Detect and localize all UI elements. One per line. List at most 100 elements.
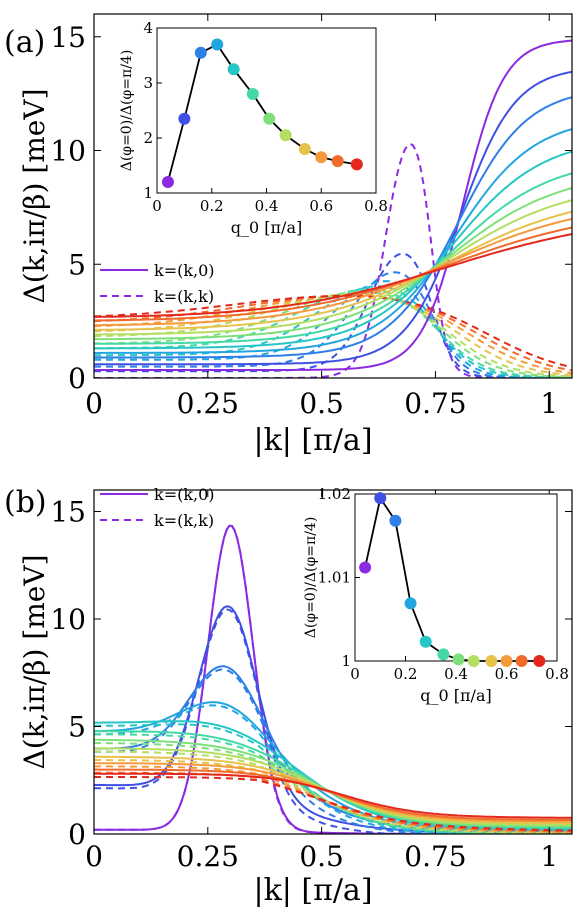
dashed-series-line: [94, 280, 572, 378]
solid-series-line: [94, 720, 572, 831]
inset-point: [331, 155, 344, 168]
solid-series-line: [94, 96, 572, 359]
inset-point: [178, 112, 191, 125]
legend-label: k=(k,k): [154, 511, 214, 530]
solid-series-line: [94, 226, 572, 322]
inset-plot: 0 0.2 0.4 0.6 0.8 1 1.01 1.02 q_0 [π/a] Δ(φ=0)/Δ(…: [303, 485, 569, 705]
solid-series-line: [94, 39, 572, 371]
inset-point: [374, 492, 387, 505]
panel-label: (a): [4, 25, 45, 60]
solid-series-line: [94, 70, 572, 366]
inset-point: [419, 635, 432, 648]
legend-label: k=(k,k): [154, 287, 214, 306]
inset-point: [485, 655, 498, 667]
y-tick-label: 15: [50, 21, 86, 54]
panel-label: (b): [4, 485, 47, 520]
inset-y-tick-label: 3: [143, 74, 153, 92]
inset-x-tick-label: 0.4: [255, 197, 279, 215]
inset-y-axis-label: Δ(φ=0)/Δ(φ=π/4): [119, 50, 135, 172]
inset-y-tick-label: 4: [143, 19, 153, 37]
solid-series-line: [94, 755, 572, 825]
inset-frame: [354, 493, 558, 662]
x-tick-label: 0.25: [177, 387, 239, 420]
x-tick-label: 1: [540, 840, 558, 873]
dashed-series-line: [94, 285, 572, 378]
inset-x-tick-label: 0: [350, 665, 360, 683]
inset-point: [500, 655, 513, 667]
inset-point: [161, 176, 174, 188]
inset-x-tick-label: 0.6: [495, 665, 519, 683]
dashed-series-line: [94, 294, 572, 372]
inset-point: [404, 597, 417, 610]
plot-area: [94, 524, 572, 834]
inset-x-tick-label: 0.8: [364, 197, 388, 215]
inset-y-axis-label: Δ(φ=0)/Δ(φ=π/4): [303, 517, 319, 639]
x-tick-label: 0: [85, 840, 103, 873]
inset-x-tick-label: 0.6: [309, 197, 333, 215]
inset-point: [359, 561, 372, 574]
inset-y-tick-label: 1.02: [318, 485, 351, 503]
inset-point: [452, 653, 465, 666]
inset-x-axis-label: q_0 [π/a]: [420, 686, 491, 705]
solid-series-line: [94, 217, 572, 327]
solid-series-line: [94, 738, 572, 828]
y-tick-label: 5: [68, 711, 86, 744]
inset-y-tick-label: 1: [143, 184, 153, 202]
inset-y-tick-label: 1: [341, 652, 351, 670]
x-tick-label: 0.75: [404, 840, 466, 873]
inset-point: [211, 38, 224, 51]
inset-point: [298, 143, 311, 155]
solid-series-line: [94, 199, 572, 336]
inset-point: [515, 655, 528, 667]
solid-series-line: [94, 187, 572, 341]
y-axis-label: Δ(k,iπ/β) [meV]: [18, 88, 51, 303]
x-tick-label: 0: [85, 387, 103, 420]
x-tick-label: 0.75: [404, 387, 466, 420]
solid-series-line: [94, 701, 572, 832]
y-tick-label: 5: [68, 248, 86, 281]
inset-x-tick-label: 0.8: [545, 665, 569, 683]
x-tick-label: 0.25: [177, 840, 239, 873]
dashed-series-line: [94, 288, 572, 378]
inset-x-tick-label: 0.2: [200, 197, 224, 215]
y-tick-label: 10: [50, 135, 86, 168]
inset-point: [389, 514, 402, 527]
solid-series-line: [94, 233, 572, 318]
solid-series-line: [94, 210, 572, 331]
x-tick-label: 1: [540, 387, 558, 420]
inset-point: [533, 655, 546, 667]
dashed-series-line: [94, 776, 572, 832]
inset-x-tick-label: 0.4: [444, 665, 468, 683]
x-axis-label: |k| [π/a]: [253, 423, 372, 458]
inset-x-tick-label: 0: [152, 197, 162, 215]
inset-point: [315, 151, 328, 164]
inset-point: [279, 129, 292, 142]
solid-series-line: [94, 172, 572, 345]
legend-label: k=(k,0): [154, 261, 215, 280]
dashed-series-line: [94, 608, 572, 834]
solid-series-line: [94, 730, 572, 829]
axes-frame: [93, 489, 573, 835]
legend-label: k=(k,0): [154, 485, 215, 504]
axes-frame: [93, 13, 573, 379]
inset-point: [227, 63, 240, 76]
solid-series-line: [94, 772, 572, 819]
inset-x-axis-label: q_0 [π/a]: [231, 218, 302, 237]
x-tick-label: 0.5: [299, 840, 344, 873]
inset-point: [263, 112, 276, 125]
inset-point: [467, 655, 480, 667]
legend: k=(k,0) k=(k,k): [100, 485, 215, 530]
inset-point: [350, 158, 363, 171]
y-axis-label: Δ(k,iπ/β) [meV]: [18, 554, 51, 769]
inset-frame: [156, 27, 377, 194]
inset-point: [194, 46, 207, 59]
inset-y-tick-label: 2: [143, 129, 153, 147]
y-tick-label: 15: [50, 496, 86, 529]
solid-series-line: [94, 128, 572, 354]
dashed-series-line: [94, 759, 572, 834]
solid-series-line: [94, 150, 572, 350]
